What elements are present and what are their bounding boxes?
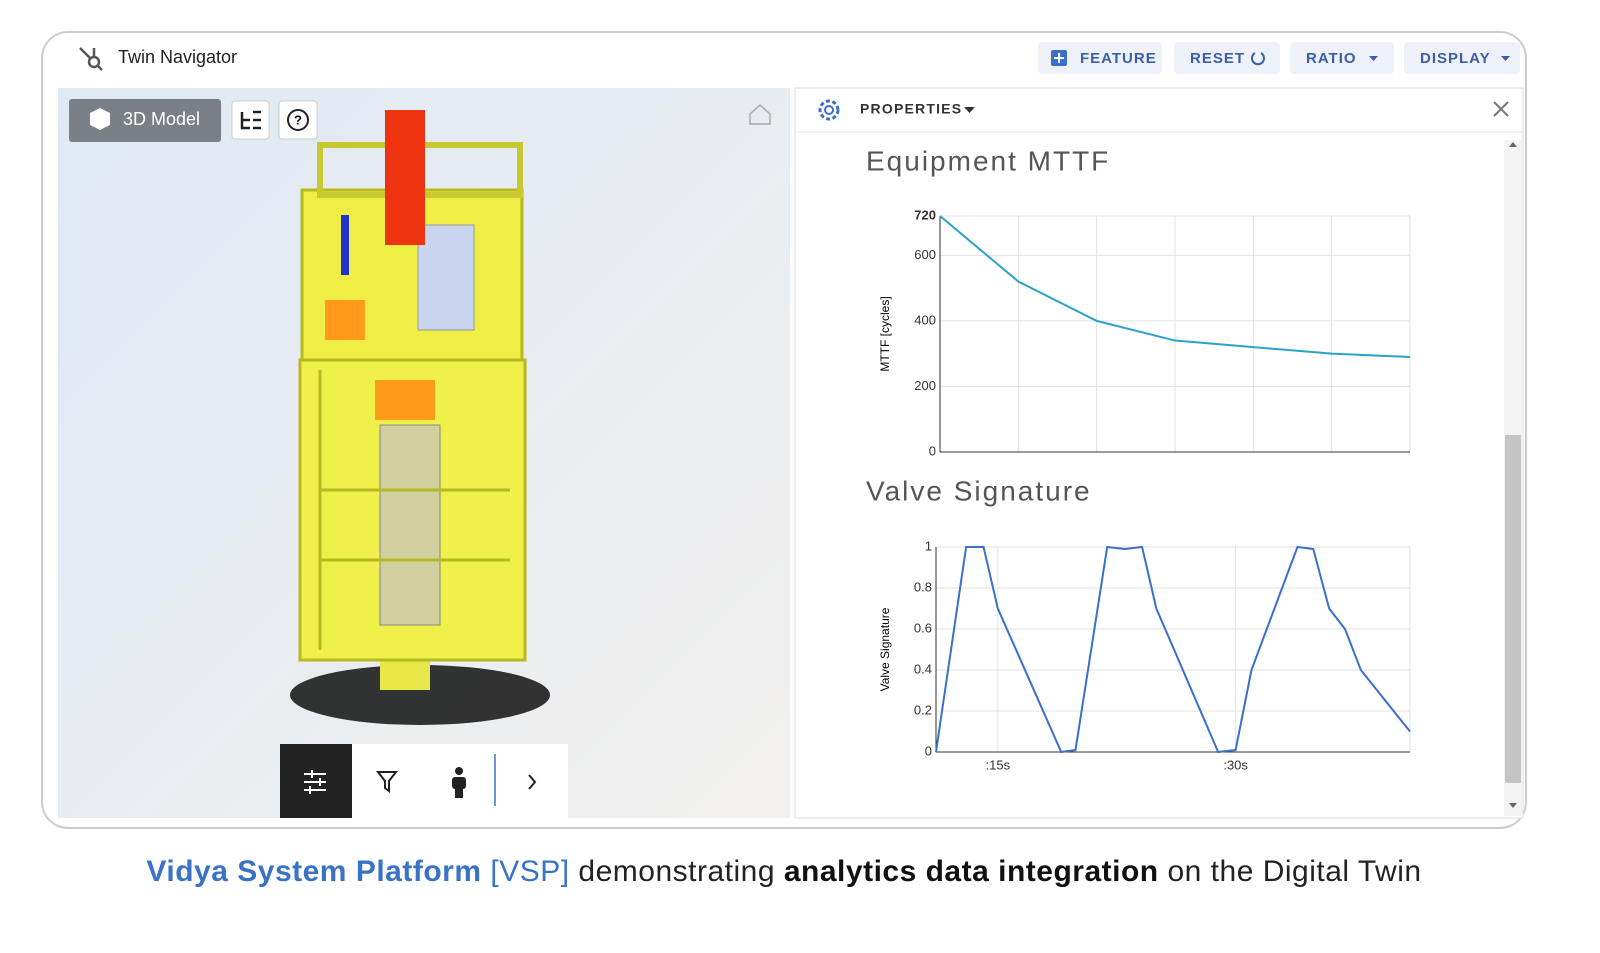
equipment-model <box>290 110 550 725</box>
feature-button[interactable]: FEATURE <box>1038 42 1162 74</box>
caption-text: on the Digital Twin <box>1167 855 1421 888</box>
y-tick-label: 0 <box>929 443 936 458</box>
home-icon[interactable] <box>749 103 771 125</box>
y-tick-label: 720 <box>914 207 936 222</box>
logo <box>79 47 103 71</box>
close-button[interactable] <box>1493 101 1509 117</box>
svg-text:?: ? <box>294 112 302 127</box>
button-label: FEATURE <box>1080 50 1157 67</box>
caption-brand: Vidya System Platform <box>146 855 481 888</box>
properties-panel <box>794 87 1524 819</box>
y-axis-label: MTTF [cycles] <box>878 296 892 371</box>
button-label: RESET <box>1190 50 1245 67</box>
y-tick-label: 400 <box>914 312 936 327</box>
y-axis-label: Valve Signature <box>878 607 892 691</box>
y-tick-label: 0 <box>925 743 932 758</box>
data-line <box>935 545 1411 754</box>
y-tick-label: 0.8 <box>914 579 932 594</box>
caption-abbr: [VSP] <box>490 855 569 888</box>
y-tick-label: 200 <box>914 378 936 393</box>
mode-button[interactable]: 3D Model <box>69 99 221 142</box>
gear-icon <box>818 99 840 121</box>
bottom-toolbar <box>280 744 568 818</box>
data-line <box>939 215 1411 358</box>
chart-title: Valve Signature <box>866 475 1092 506</box>
expand-tool[interactable] <box>528 774 537 790</box>
tree-button[interactable] <box>231 100 270 140</box>
y-tick-label: 0.6 <box>914 620 932 635</box>
app-title: Twin Navigator <box>118 47 237 67</box>
button-label: DISPLAY <box>1420 50 1491 67</box>
caption-emphasis: analytics data integration <box>784 855 1159 888</box>
caption-text: demonstrating <box>578 855 775 888</box>
panel-label[interactable]: PROPERTIES <box>860 101 962 117</box>
help-button[interactable]: ? <box>278 100 318 140</box>
display-button[interactable]: DISPLAY <box>1404 42 1520 74</box>
y-tick-label: 600 <box>914 247 936 262</box>
y-tick-label: 1 <box>925 538 932 553</box>
caption: Vidya System Platform [VSP] demonstratin… <box>146 855 1421 888</box>
chart-title: Equipment MTTF <box>866 145 1110 176</box>
filter-tool[interactable] <box>375 771 399 793</box>
y-tick-label: 0.4 <box>914 661 932 676</box>
button-label: RATIO <box>1306 50 1357 67</box>
reset-button[interactable]: RESET <box>1174 42 1280 74</box>
y-tick-label: 0.2 <box>914 702 932 717</box>
x-tick-label: :15s <box>986 757 1011 772</box>
x-tick-label: :30s <box>1223 757 1248 772</box>
person-tool[interactable] <box>452 767 466 798</box>
button-label: 3D Model <box>123 109 200 129</box>
ratio-button[interactable]: RATIO <box>1290 42 1394 74</box>
